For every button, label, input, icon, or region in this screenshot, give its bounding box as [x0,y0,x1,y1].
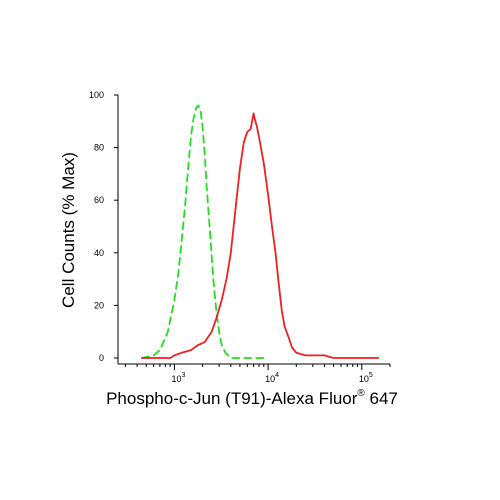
series-line-2 [141,112,380,359]
x-ticks: 103 104 105 [124,364,391,384]
y-tick-label: 80 [94,143,104,153]
x-axis-title-superscript: ® [357,388,365,399]
y-tick-label: 60 [94,195,104,205]
x-tick-label: 103 [171,372,185,384]
series-layer [141,104,380,359]
series-line-1 [141,104,269,359]
y-axis-title: Cell Counts (% Max) [59,152,78,308]
x-axis-title-main: Phospho-c-Jun (T91)-Alexa Fluor [106,389,358,408]
y-tick-label: 40 [94,248,104,258]
x-tick-label: 105 [359,372,373,384]
y-tick-label: 0 [99,353,104,363]
y-ticks: 0 20 40 60 80 100 [89,90,118,363]
x-tick-label: 104 [265,372,279,384]
y-tick-label: 20 [94,300,104,310]
x-axis-title: Phospho-c-Jun (T91)-Alexa Fluor® 647 [106,388,398,408]
y-tick-label: 100 [89,90,104,100]
x-axis-title-suffix: 647 [365,389,398,408]
